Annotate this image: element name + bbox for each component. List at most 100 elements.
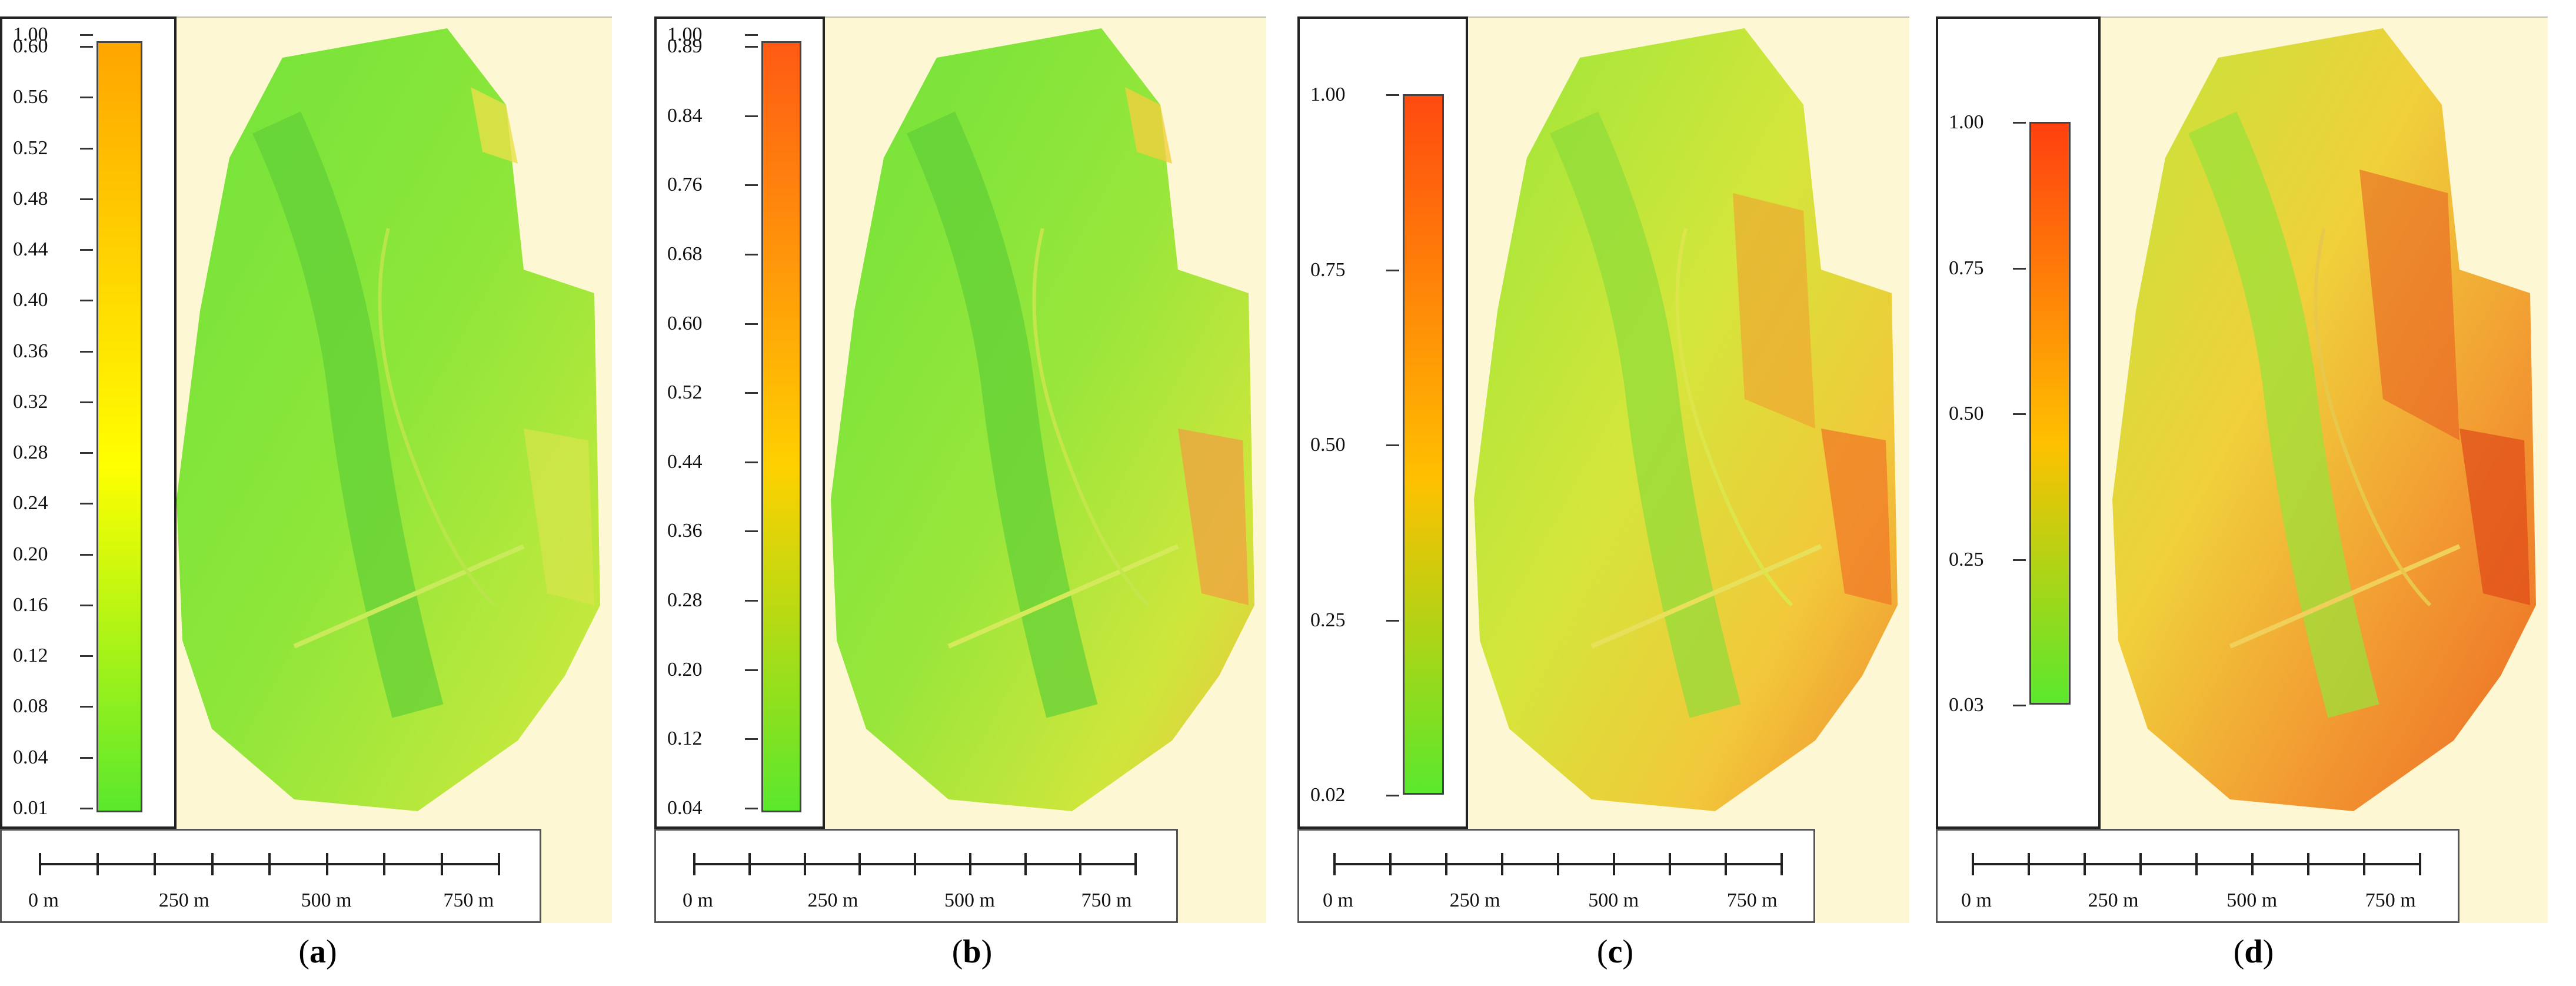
road-line	[1675, 228, 1793, 607]
urban-patch	[2359, 170, 2459, 440]
scale-label: 750 m	[443, 889, 494, 911]
legend-tick-mark	[2013, 705, 2026, 706]
urban-patch	[2459, 429, 2530, 605]
legend-tick-label: 0.20	[667, 658, 703, 680]
scale-label: 250 m	[158, 889, 209, 911]
legend-tick-label: 0.36	[13, 340, 48, 362]
scale-label: 250 m	[807, 889, 858, 911]
legend-tick-mark	[80, 401, 93, 403]
scale-tick	[1780, 853, 1783, 875]
scale-tick	[440, 853, 443, 875]
legend-tick-mark	[1386, 444, 1399, 446]
scale-label: 250 m	[2088, 889, 2139, 911]
legend-tick-label: 1.00	[1310, 84, 1346, 105]
road-line	[378, 228, 496, 607]
legend-tick-label: 0.56	[13, 86, 48, 108]
scale-tick	[2419, 853, 2421, 875]
legend-color-bar	[96, 41, 142, 812]
legend-color-bar	[1403, 94, 1444, 795]
legend-tick-label: 0.28	[13, 441, 48, 464]
legend-tick-mark	[745, 461, 758, 463]
urban-patch	[471, 87, 518, 164]
scale-tick	[1024, 853, 1027, 875]
legend-tick-label: 0.44	[667, 450, 703, 473]
scale-label: 500 m	[944, 889, 995, 911]
scale-label: 750 m	[2365, 889, 2416, 911]
legend-tick-mark	[80, 604, 93, 606]
scale-tick	[1389, 853, 1392, 875]
scale-bar: 0 m 250 m 500 m 750 m	[654, 829, 1178, 923]
scale-tick	[748, 853, 751, 875]
legend-tick-mark	[745, 46, 758, 48]
legend-tick-label: 0.75	[1310, 258, 1346, 281]
scale-label: 750 m	[1726, 889, 1778, 911]
legend-tick-label: 0.08	[13, 695, 48, 718]
legend-tick-mark	[745, 738, 758, 741]
legend-tick-label: 0.25	[1949, 548, 1984, 570]
vegetation-index-map	[831, 28, 1254, 811]
road-line	[293, 544, 525, 649]
scale-tick	[1333, 853, 1336, 875]
panel-caption: (a)	[298, 934, 337, 970]
map-panel-a: 1.00 0.60 0.56 0.52 0.48 0.44 0.40 0.36 0.32 0.28…	[0, 0, 612, 986]
legend-tick-mark	[2013, 559, 2026, 561]
scale-tick	[39, 853, 41, 875]
urban-patch	[1178, 429, 1249, 605]
legend-tick-mark	[745, 669, 758, 671]
legend-tick-label: 0.02	[1310, 784, 1346, 806]
legend-tick-mark	[1386, 619, 1399, 622]
legend-tick-label: 0.44	[13, 238, 48, 261]
legend-tick-mark	[2013, 122, 2026, 124]
legend-tick-mark	[80, 808, 93, 809]
scale-bar: 0 m 250 m 500 m 750 m	[1936, 829, 2459, 923]
legend-tick-label: 0.04	[667, 797, 703, 819]
scale-label: 500 m	[2226, 889, 2278, 911]
panel-caption: (c)	[1596, 934, 1634, 970]
legend-tick-label: 0.50	[1949, 403, 1984, 424]
legend-tick-label: 0.25	[1310, 609, 1346, 631]
legend-tick-mark	[745, 253, 758, 255]
scale-label: 250 m	[1449, 889, 1500, 911]
legend-tick-mark	[1386, 795, 1399, 796]
scale-tick	[2028, 853, 2030, 875]
legend-tick-mark	[80, 300, 93, 302]
legend-tick-mark	[80, 198, 93, 200]
legend-tick-mark	[80, 34, 93, 36]
legend-tick-label: 0.12	[13, 645, 48, 667]
scale-tick	[2084, 853, 2086, 875]
legend-tick-mark	[80, 147, 93, 150]
scale-tick	[2195, 853, 2198, 875]
legend-tick-label: 0.52	[13, 137, 48, 159]
legend-color-bar	[761, 41, 801, 812]
legend-tick-label: 0.89	[667, 35, 703, 57]
legend-tick-label: 1.00	[1949, 111, 1984, 133]
scale-label: 750 m	[1081, 889, 1132, 911]
legend-tick-mark	[2013, 413, 2026, 415]
scale-tick	[1501, 853, 1503, 875]
scale-label: 500 m	[301, 889, 352, 911]
scale-tick	[914, 853, 916, 875]
scale-tick	[154, 853, 156, 875]
legend-tick-mark	[80, 706, 93, 708]
legend-tick-mark	[745, 323, 758, 325]
legend-tick-label: 0.01	[13, 797, 48, 819]
scale-label: 0 m	[1961, 889, 1992, 911]
scale-label: 500 m	[1588, 889, 1639, 911]
legend: 1.00 0.75 0.50 0.25 0.02	[1297, 16, 1468, 829]
map-panel-d: 1.00 0.75 0.50 0.25 0.03 0 m 250 m 500 m 750 m …	[1936, 0, 2548, 986]
legend-tick-mark	[80, 97, 93, 99]
legend-tick-mark	[745, 530, 758, 533]
legend-tick-mark	[80, 756, 93, 759]
scale-tick	[2139, 853, 2142, 875]
legend-tick-label: 0.36	[667, 520, 703, 542]
urban-patch	[1125, 87, 1172, 164]
legend-tick-mark	[745, 184, 758, 187]
road-line	[1590, 544, 1822, 649]
legend-tick-mark	[80, 655, 93, 658]
legend-tick-mark	[80, 46, 93, 48]
legend-tick-mark	[80, 553, 93, 556]
road-line	[947, 544, 1179, 649]
legend-tick-label: 0.24	[13, 492, 48, 514]
scale-tick	[1557, 853, 1559, 875]
legend-tick-label: 0.60	[667, 312, 703, 334]
